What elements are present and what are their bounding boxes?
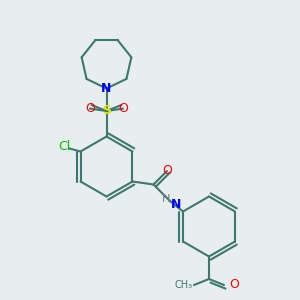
- Text: N: N: [171, 197, 181, 211]
- Text: O: O: [118, 102, 128, 115]
- Text: O: O: [85, 102, 95, 115]
- Text: CH₃: CH₃: [174, 280, 193, 290]
- Text: O: O: [230, 278, 239, 292]
- Text: O: O: [162, 164, 172, 178]
- Text: S: S: [102, 104, 111, 118]
- Text: Cl: Cl: [58, 140, 70, 154]
- Text: H: H: [162, 194, 171, 205]
- Text: N: N: [101, 82, 112, 95]
